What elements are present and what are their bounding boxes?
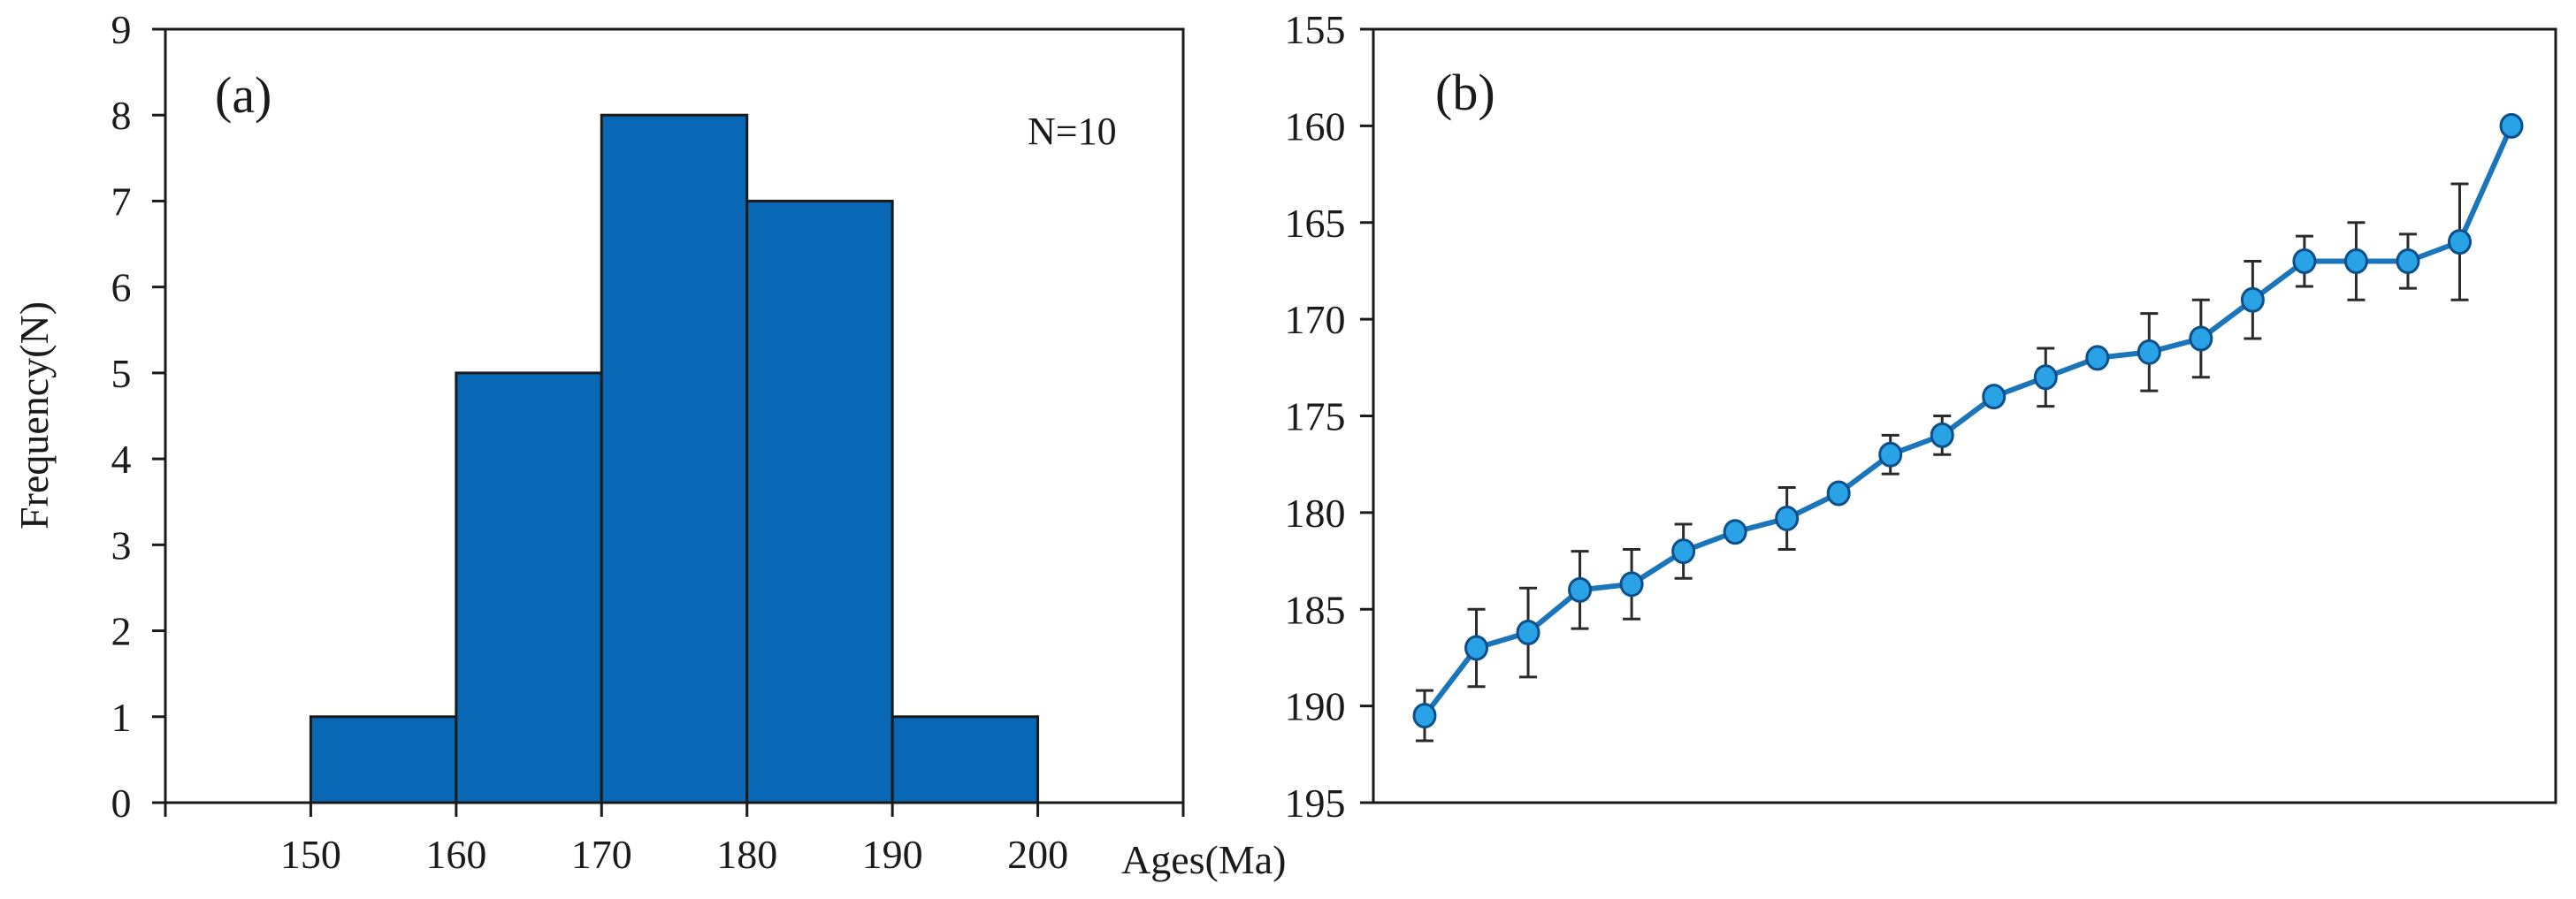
data-point [2136,339,2161,365]
age-sequence-line [1422,125,2514,718]
data-point [1930,422,1954,448]
age-sequence-y-tick-label: 185 [1285,587,1346,632]
histogram-plot-frame [164,27,1185,804]
data-point [2033,364,2058,391]
histogram-y-tick-label: 2 [111,609,132,654]
histogram-bar-180-190 [745,199,894,804]
histogram-y-tick-label: 6 [111,265,132,310]
age-sequence-y-tick-label: 170 [1285,297,1346,342]
data-point [2189,325,2213,352]
histogram-x-axis-title: Ages(Ma) [1121,837,1287,882]
histogram-bar-160-170 [455,371,603,804]
age-sequence-y-tick-label: 190 [1285,684,1346,729]
data-point [2343,248,2368,274]
histogram-bar-190-200 [891,715,1040,804]
histogram-y-tick-label: 3 [111,522,132,568]
age-sequence-ticks: 155 160 165 170 175 180 185 190 195 [1285,7,1373,826]
age-sequence-panel-label: (b) [1435,64,1495,121]
histogram-x-tick-label: 160 [425,832,486,877]
histogram-y-tick-label: 4 [111,437,132,482]
data-point [2240,286,2265,313]
histogram-y-tick-label: 8 [111,93,132,138]
data-point [1619,571,1644,598]
data-point [1826,480,1851,507]
age-sequence-panel: 155 160 165 170 175 180 185 190 195 (b) [1285,7,2557,826]
data-point [1568,576,1593,603]
data-point [2396,248,2420,274]
data-point [2447,229,2472,255]
histogram-y-tick-label: 1 [111,695,132,740]
data-point [1982,384,2007,410]
data-point [1671,538,1696,565]
histogram-y-tick-label: 7 [111,179,132,224]
data-point [2292,248,2317,274]
histogram-sample-count: N=10 [1028,110,1117,153]
age-sequence-y-tick-label: 180 [1285,491,1346,536]
histogram-panel-label: (a) [215,66,271,124]
age-sequence-y-tick-label: 195 [1285,781,1346,826]
histogram-ticks: 0 1 2 3 4 5 6 7 8 9 150 160 170 180 190 200 [111,7,1185,877]
data-point [2499,112,2524,139]
age-sequence-y-tick-label: 175 [1285,394,1346,439]
age-sequence-markers [1412,112,2524,729]
histogram-x-tick-label: 190 [862,832,923,877]
data-point [1464,635,1489,661]
data-point [1878,441,1903,468]
histogram-y-tick-label: 0 [111,781,132,826]
histogram-y-axis-title: Frequency(N) [11,301,57,529]
age-sequence-y-tick-label: 165 [1285,201,1346,246]
histogram-y-tick-label: 5 [111,351,132,396]
histogram-bar-150-160 [309,715,458,804]
histogram-y-tick-label: 9 [111,7,132,52]
data-point [2085,345,2110,371]
data-point [1412,703,1437,729]
age-sequence-y-tick-label: 160 [1285,103,1346,149]
histogram-x-tick-label: 150 [280,832,341,877]
data-point [1516,620,1540,645]
histogram-x-tick-label: 170 [571,832,632,877]
data-point [1723,519,1747,545]
histogram-panel: 0 1 2 3 4 5 6 7 8 9 150 160 170 180 190 200 (a) N=10 Ag… [11,7,1287,882]
histogram-x-tick-label: 180 [716,832,777,877]
data-point [1775,505,1800,531]
histogram-bars [309,113,1040,804]
histogram-x-tick-label: 200 [1007,832,1068,877]
histogram-bar-170-180 [600,113,749,804]
age-sequence-y-tick-label: 155 [1285,7,1346,52]
